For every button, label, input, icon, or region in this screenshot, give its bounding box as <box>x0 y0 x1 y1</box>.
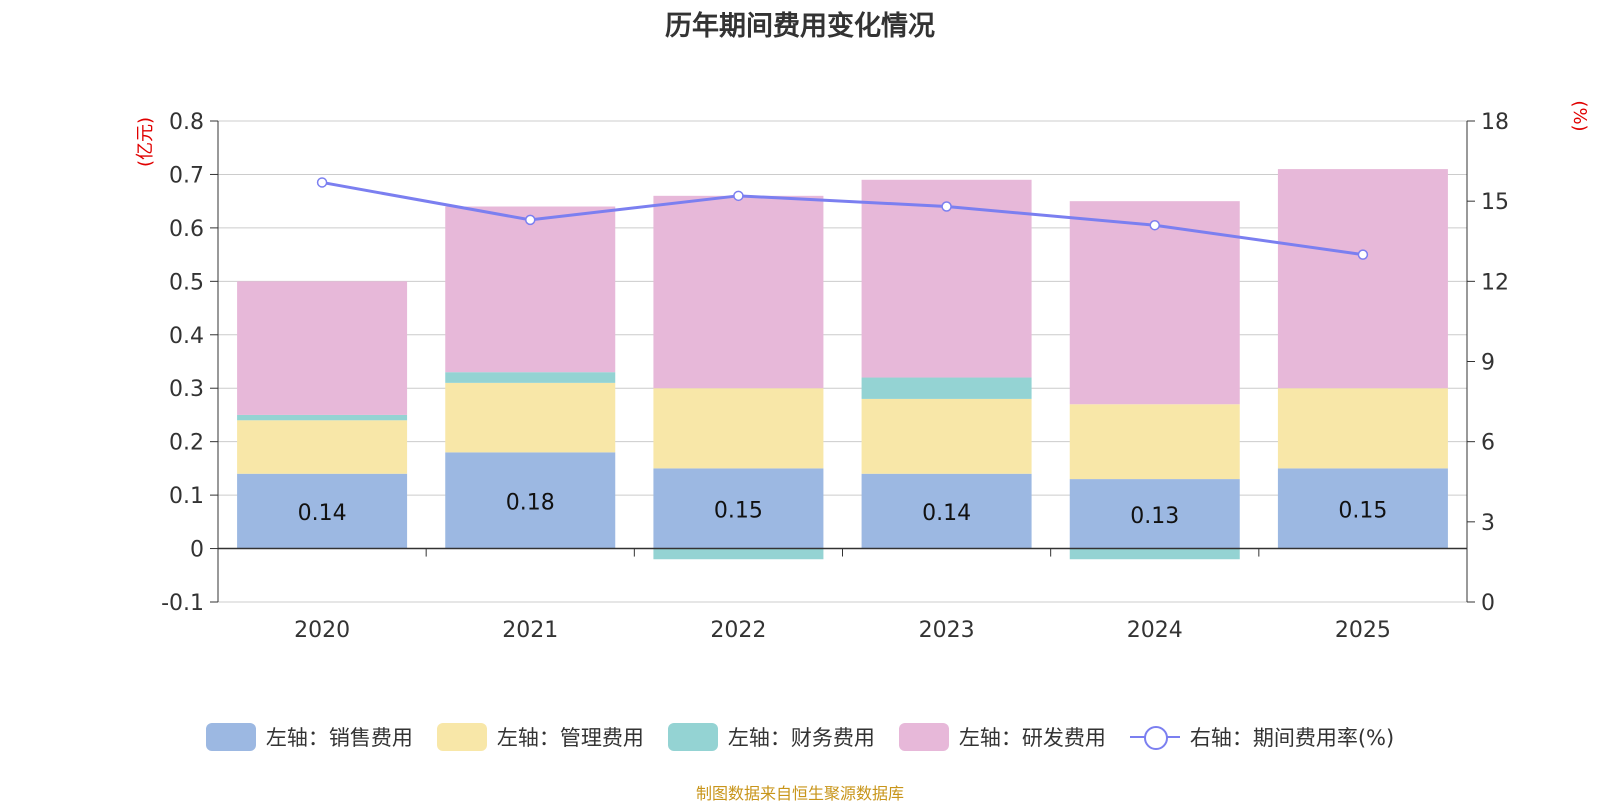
x-tick-label: 2023 <box>919 618 975 643</box>
line-point <box>1149 219 1160 231</box>
bar-segment <box>445 372 616 383</box>
bar-segment <box>861 398 1032 474</box>
y-right-tick-label: 3 <box>1481 511 1495 536</box>
line-point <box>1357 249 1369 260</box>
y-left-tick-label: 0.1 <box>169 484 204 509</box>
y-left-unit: (亿元) <box>135 117 156 167</box>
x-tick-label: 2022 <box>710 618 766 643</box>
y-left-tick-label: 0.7 <box>169 163 204 188</box>
legend-swatch <box>898 723 949 751</box>
y-right-tick-label: 9 <box>1481 351 1495 376</box>
bar-segment <box>445 382 616 453</box>
bar-segment <box>237 281 408 415</box>
bar-segment <box>861 473 1032 549</box>
bar-segment <box>1069 548 1240 560</box>
y-left-tick-label: 0.5 <box>169 270 204 295</box>
legend-swatch <box>667 723 718 751</box>
bar-segment <box>653 388 824 469</box>
bar-segment <box>1069 201 1240 405</box>
y-right-tick-label: 12 <box>1481 270 1509 295</box>
bar-segment <box>653 548 824 560</box>
legend-label: 右轴：期间费用率(%) <box>1189 726 1395 750</box>
data-source-note: 制图数据来自恒生聚源数据库 <box>695 784 904 803</box>
legend: 左轴：销售费用 左轴：管理费用 左轴：财务费用 左轴：研发费用 右轴：期间费用率(%) <box>0 722 1600 752</box>
y-left-tick-label: -0.1 <box>161 591 204 616</box>
bar-segment <box>1069 404 1240 480</box>
y-left-tick-label: 0 <box>190 538 204 563</box>
bar-segment <box>445 206 616 373</box>
x-tick-label: 2024 <box>1127 618 1183 643</box>
bar-segment <box>1277 169 1448 389</box>
y-right-unit: (%) <box>1569 100 1590 131</box>
legend-item[interactable]: 右轴：期间费用率(%) <box>1129 722 1395 752</box>
chart-title: 历年期间费用变化情况 <box>665 11 935 42</box>
legend-label: 左轴：管理费用 <box>496 726 644 750</box>
bar-segment <box>237 414 408 421</box>
y-right-tick-label: 0 <box>1481 591 1495 616</box>
y-left-tick-label: 0.4 <box>169 324 204 349</box>
legend-label: 左轴：财务费用 <box>727 726 875 750</box>
bar-segment <box>653 468 824 549</box>
line-point <box>941 201 952 212</box>
y-right-tick-label: 15 <box>1481 190 1509 215</box>
y-right-tick-label: 6 <box>1481 431 1495 456</box>
line-series-path <box>321 180 1364 257</box>
legend-label: 左轴：销售费用 <box>265 726 413 750</box>
line-point <box>733 190 744 202</box>
y-left-tick-label: 0.8 <box>169 110 204 135</box>
legend-item[interactable]: 左轴：财务费用 <box>667 722 875 752</box>
legend-item[interactable]: 左轴：管理费用 <box>436 722 644 752</box>
bar-data-label: 0.15 <box>1338 498 1387 523</box>
bar-segment <box>237 473 408 549</box>
legend-swatch <box>205 723 256 751</box>
legend-item[interactable]: 左轴：研发费用 <box>898 722 1106 752</box>
bar-data-label: 0.14 <box>298 501 347 526</box>
line-point <box>525 214 536 226</box>
bar-segment <box>1277 468 1448 549</box>
bar-segment <box>445 452 616 549</box>
line-point <box>316 177 328 188</box>
x-tick-label: 2020 <box>294 618 350 643</box>
y-left-tick-label: 0.6 <box>169 217 204 242</box>
legend-label: 左轴：研发费用 <box>958 726 1106 750</box>
bar-segment <box>1069 479 1240 549</box>
bar-data-label: 0.14 <box>922 501 971 526</box>
y-right-tick-label: 18 <box>1481 110 1509 135</box>
bar-segment <box>237 420 408 474</box>
bar-data-label: 0.13 <box>1130 504 1179 529</box>
legend-item[interactable]: 左轴：销售费用 <box>205 722 413 752</box>
legend-swatch <box>436 723 487 751</box>
bar-segment <box>861 377 1032 399</box>
bar-data-label: 0.18 <box>506 490 555 515</box>
y-left-tick-label: 0.2 <box>169 431 204 456</box>
x-tick-label: 2025 <box>1335 618 1391 643</box>
legend-swatch <box>1129 723 1180 751</box>
bar-segment <box>1277 388 1448 469</box>
y-left-tick-label: 0.3 <box>169 377 204 402</box>
bar-segment <box>653 195 824 389</box>
bar-data-label: 0.15 <box>714 498 763 523</box>
x-tick-label: 2021 <box>502 618 558 643</box>
